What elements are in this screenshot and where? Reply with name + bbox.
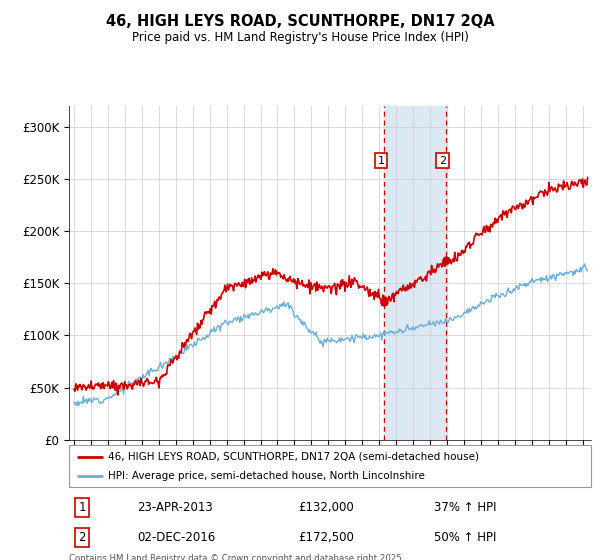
Text: 1: 1 [78, 501, 86, 515]
Text: 1: 1 [377, 156, 385, 166]
Text: 02-DEC-2016: 02-DEC-2016 [137, 531, 215, 544]
Text: Price paid vs. HM Land Registry's House Price Index (HPI): Price paid vs. HM Land Registry's House … [131, 31, 469, 44]
Text: 2: 2 [78, 531, 86, 544]
Text: 2: 2 [439, 156, 446, 166]
FancyBboxPatch shape [69, 445, 591, 487]
Text: £132,000: £132,000 [299, 501, 355, 515]
Text: 37% ↑ HPI: 37% ↑ HPI [434, 501, 497, 515]
Text: 46, HIGH LEYS ROAD, SCUNTHORPE, DN17 2QA (semi-detached house): 46, HIGH LEYS ROAD, SCUNTHORPE, DN17 2QA… [108, 451, 479, 461]
Text: HPI: Average price, semi-detached house, North Lincolnshire: HPI: Average price, semi-detached house,… [108, 471, 425, 481]
Text: Contains HM Land Registry data © Crown copyright and database right 2025.
This d: Contains HM Land Registry data © Crown c… [69, 554, 404, 560]
Text: £172,500: £172,500 [299, 531, 355, 544]
Text: 46, HIGH LEYS ROAD, SCUNTHORPE, DN17 2QA: 46, HIGH LEYS ROAD, SCUNTHORPE, DN17 2QA [106, 14, 494, 29]
Text: 23-APR-2013: 23-APR-2013 [137, 501, 212, 515]
Bar [385, 106, 446, 440]
Text: 50% ↑ HPI: 50% ↑ HPI [434, 531, 497, 544]
